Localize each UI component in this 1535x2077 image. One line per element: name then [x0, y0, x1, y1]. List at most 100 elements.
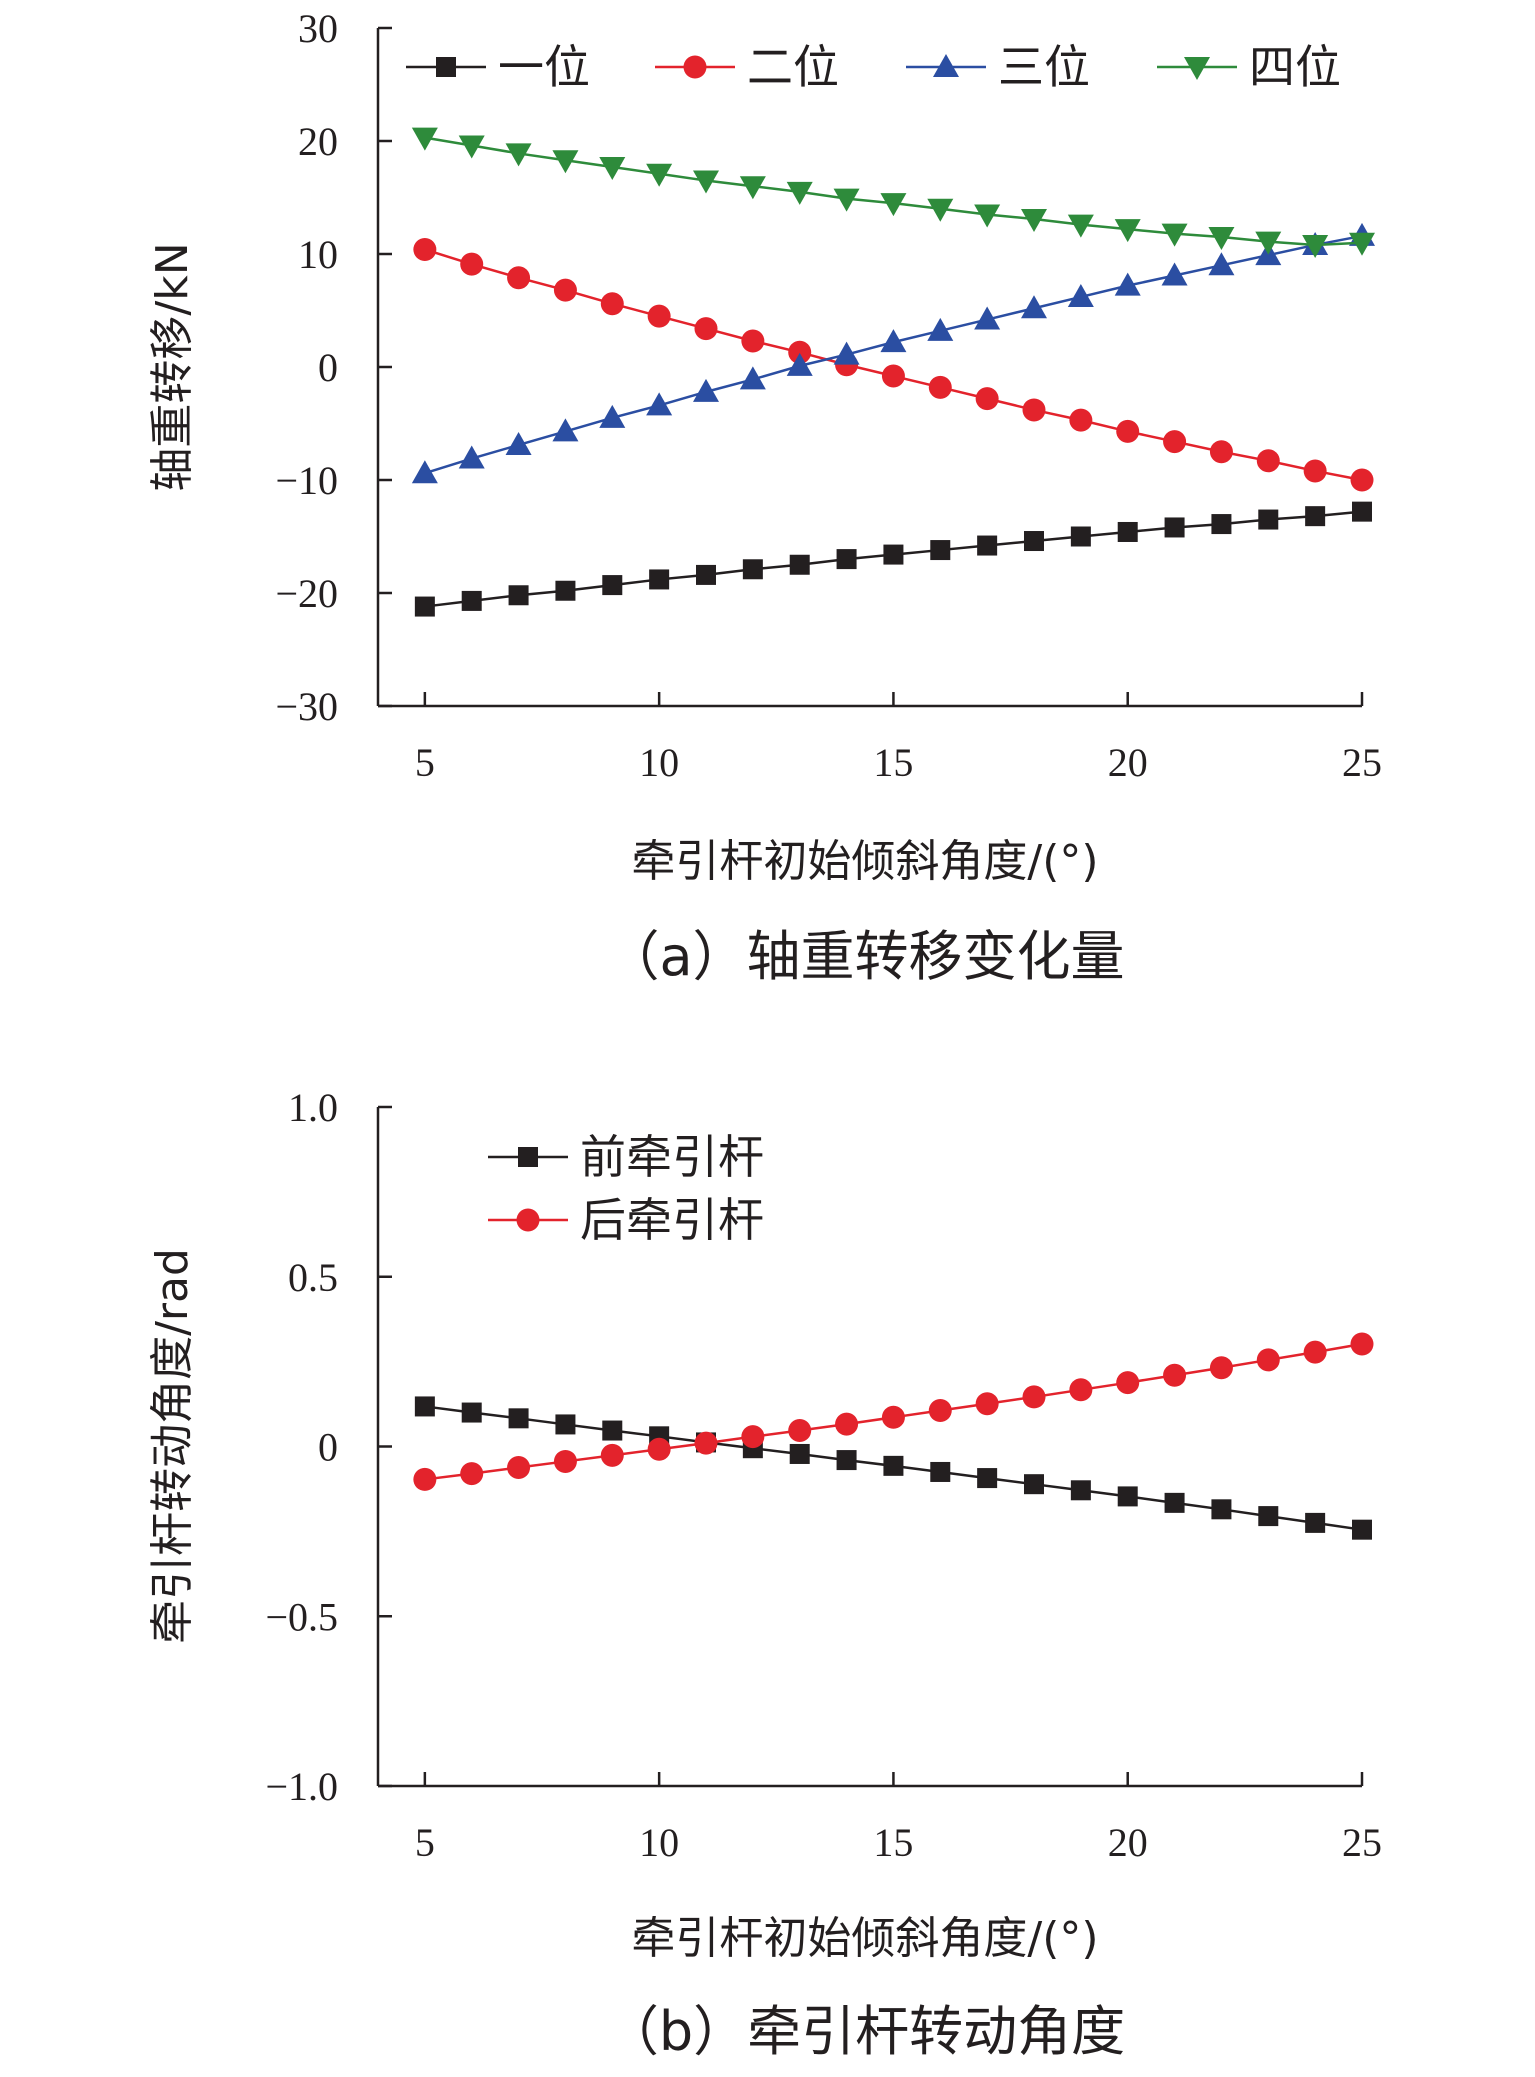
a-data-point — [1161, 262, 1188, 286]
b-legend-label: 前牵引杆 — [580, 1130, 764, 1184]
b-data-point — [647, 1437, 671, 1461]
a-x-tick-label: 5 — [415, 740, 435, 785]
a-y-tick-label: −30 — [275, 684, 338, 729]
a-data-point — [508, 585, 529, 606]
a-data-point — [693, 170, 719, 194]
a-data-point — [974, 306, 1001, 330]
b-data-point — [1258, 1506, 1279, 1527]
panel-a-y-axis-title: 轴重转移/kN — [147, 242, 198, 491]
b-y-tick-label: −1.0 — [265, 1764, 338, 1809]
a-data-point — [696, 564, 716, 585]
b-legend-item: 后牵引杆 — [488, 1193, 764, 1247]
a-data-point — [1116, 419, 1140, 443]
a-data-point — [928, 375, 952, 399]
b-data-point — [1163, 1363, 1187, 1387]
a-data-point — [1024, 531, 1044, 552]
panel-a-caption: （a）轴重转移变化量 — [605, 925, 1124, 988]
a-data-point — [507, 266, 531, 290]
a-data-point — [411, 127, 438, 151]
b-legend-label: 后牵引杆 — [580, 1193, 764, 1247]
b-data-point — [1069, 1378, 1093, 1402]
a-data-point — [1067, 283, 1094, 307]
a-data-point — [1305, 506, 1326, 527]
a-data-point — [553, 278, 577, 302]
a-data-point — [1208, 227, 1235, 251]
a-legend: 一位 二位 三位 四位 — [406, 40, 1341, 94]
a-data-point — [599, 404, 626, 428]
panel-b-x-axis-title: 牵引杆初始倾斜角度/(°) — [631, 1913, 1098, 1964]
a-data-point — [975, 387, 999, 411]
a-data-point — [1070, 526, 1091, 547]
a-data-point — [881, 364, 905, 388]
a-data-point — [693, 378, 719, 402]
b-x-tick-label: 5 — [415, 1820, 435, 1865]
a-data-point — [1117, 521, 1138, 542]
a-data-point — [646, 392, 673, 416]
b-data-point — [555, 1414, 576, 1435]
a-data-point — [555, 580, 576, 601]
b-data-point — [600, 1443, 624, 1467]
a-data-point — [1163, 430, 1187, 454]
b-x-tick-label: 20 — [1108, 1820, 1148, 1865]
b-legend-marker — [516, 1208, 540, 1232]
b-y-tick-label: 1.0 — [288, 1085, 338, 1130]
a-data-point — [880, 193, 907, 217]
a-legend-item: 四位 — [1157, 40, 1341, 94]
a-data-point — [1022, 398, 1046, 422]
a-data-point — [742, 559, 763, 580]
a-data-point — [739, 366, 766, 390]
a-data-point — [1114, 219, 1141, 243]
b-y-tick-label: 0.5 — [288, 1255, 338, 1300]
a-y-tick-label: −20 — [275, 571, 338, 616]
b-data-point — [928, 1399, 952, 1423]
a-legend-marker — [1184, 57, 1210, 80]
b-data-point — [930, 1461, 951, 1482]
a-data-point — [414, 596, 435, 617]
b-data-point — [461, 1402, 482, 1423]
a-data-point — [461, 590, 482, 611]
a-legend-marker — [436, 57, 456, 77]
panel-a-axle-load-transfer: 30 20 10 0 −10 −20 −30 5 10 15 20 25 一位 二位 三位 四位 轴重转移… — [147, 6, 1382, 988]
b-data-point — [789, 1443, 810, 1464]
a-data-point — [880, 329, 907, 353]
b-y-tick-label: 0 — [318, 1425, 338, 1470]
a-data-point — [741, 329, 765, 353]
a-legend-marker — [683, 55, 707, 79]
b-legend-item: 前牵引杆 — [488, 1130, 764, 1184]
panel-b-caption: （b）牵引杆转动角度 — [605, 2000, 1125, 2063]
b-series-2 — [413, 1332, 1374, 1491]
a-data-point — [1114, 272, 1141, 296]
a-x-tick-label: 20 — [1108, 740, 1148, 785]
a-data-point — [1302, 234, 1329, 258]
a-data-point — [694, 317, 718, 341]
a-data-point — [505, 143, 532, 167]
a-data-point — [1349, 232, 1375, 256]
a-data-point — [552, 418, 579, 442]
a-data-point — [1352, 501, 1372, 522]
b-data-point — [508, 1408, 529, 1429]
b-data-point — [741, 1425, 765, 1449]
a-data-point — [1255, 231, 1282, 255]
b-data-point — [1305, 1512, 1326, 1533]
a-data-point — [1303, 459, 1327, 483]
b-data-point — [1117, 1486, 1138, 1507]
panel-b-y-axis-title: 牵引杆转动角度/rad — [147, 1248, 198, 1644]
a-data-point — [1161, 223, 1188, 247]
a-data-point — [786, 181, 813, 205]
b-data-point — [1256, 1348, 1280, 1372]
a-data-point — [599, 156, 626, 180]
a-data-point — [833, 341, 860, 365]
b-data-point — [1350, 1332, 1374, 1356]
b-data-point — [975, 1392, 999, 1416]
a-data-point — [1067, 214, 1094, 238]
b-y-tick-label: −0.5 — [265, 1594, 338, 1639]
a-y-tick-label: 20 — [298, 119, 338, 164]
b-legend-marker — [518, 1147, 538, 1167]
a-y-tick-label: −10 — [275, 458, 338, 503]
a-data-point — [1208, 252, 1235, 276]
a-data-point — [1021, 208, 1047, 232]
a-series-4 — [411, 127, 1375, 258]
b-data-point — [1024, 1474, 1044, 1495]
a-data-point — [460, 252, 484, 276]
